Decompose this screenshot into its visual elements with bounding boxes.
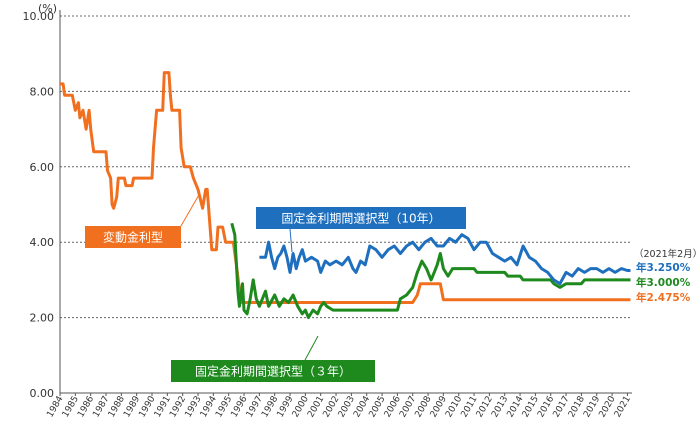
y-tick-label: 2.00 bbox=[30, 312, 55, 325]
series-name-fixed10: 固定金利期間選択型（10年） bbox=[281, 211, 440, 226]
label-box-fixed10 bbox=[256, 207, 466, 229]
end-value-fixed3: 年3.000% bbox=[636, 276, 691, 289]
x-tick-label: 2021 bbox=[613, 395, 633, 420]
label-box-fixed3 bbox=[171, 360, 375, 382]
date-note: （2021年2月） bbox=[634, 248, 700, 260]
y-tick-label: 0.00 bbox=[30, 387, 55, 400]
series-line-variable bbox=[60, 71, 631, 304]
leader-line-fixed10 bbox=[289, 228, 293, 253]
leader-line-variable bbox=[180, 192, 201, 227]
y-axis-ticks: 0.00 2.00 4.00 6.00 8.00 10.00 bbox=[23, 10, 55, 400]
y-tick-label: 4.00 bbox=[30, 236, 55, 249]
series-name-fixed3: 固定金利期間選択型（３年） bbox=[195, 364, 351, 379]
series-line-fixed3 bbox=[230, 222, 631, 320]
leader-line-fixed3 bbox=[304, 335, 319, 361]
end-value-fixed10: 年3.250% bbox=[636, 261, 691, 274]
x-axis-ticks: 1984198519861987198819891990199119921993… bbox=[45, 393, 633, 419]
end-value-variable: 年2.475% bbox=[636, 291, 691, 304]
y-tick-label: 6.00 bbox=[30, 161, 55, 174]
series-lines bbox=[60, 71, 631, 320]
grid bbox=[60, 15, 632, 319]
series-line-fixed10 bbox=[259, 233, 631, 286]
y-axis-unit: (%) bbox=[38, 2, 57, 15]
axes bbox=[59, 10, 632, 394]
y-tick-label: 8.00 bbox=[30, 85, 55, 98]
y-tick-label: 10.00 bbox=[23, 10, 55, 23]
series-name-variable: 変動金利型 bbox=[103, 230, 163, 245]
label-box-variable bbox=[85, 226, 181, 248]
